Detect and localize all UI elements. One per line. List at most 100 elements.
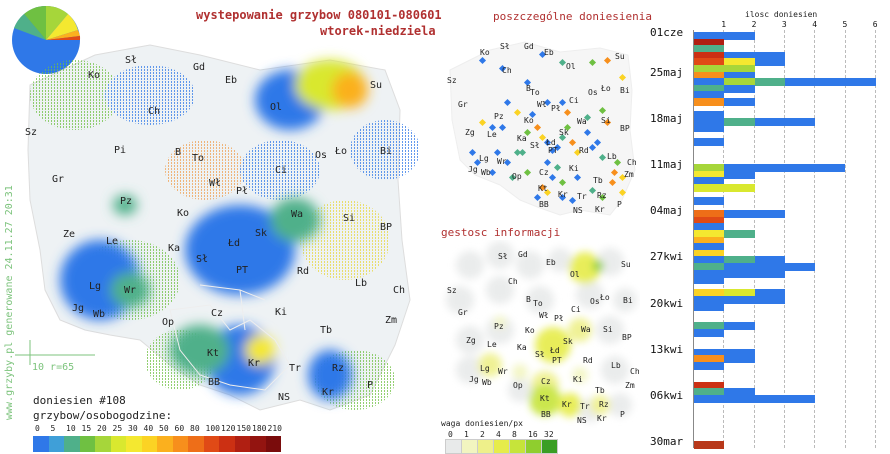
reports-count: doniesien #108 bbox=[33, 394, 126, 407]
city-label: Kr bbox=[322, 387, 335, 398]
city-label: Rz bbox=[332, 363, 345, 374]
city-label: Pz bbox=[120, 196, 133, 207]
city-label: Si bbox=[603, 325, 613, 334]
timeline-bar-segment bbox=[694, 395, 725, 403]
legend-value: 0 bbox=[35, 424, 40, 433]
city-label: Rd bbox=[583, 356, 593, 365]
city-label: Wr bbox=[124, 285, 137, 296]
city-label: Le bbox=[487, 340, 497, 349]
timeline-bar-segment bbox=[724, 322, 755, 331]
timeline-bar-segment bbox=[694, 111, 725, 120]
timeline-bar-segment bbox=[694, 302, 725, 311]
city-label: To bbox=[192, 153, 205, 164]
timeline-bar-segment bbox=[694, 98, 725, 106]
timeline-date-label: 13kwi bbox=[650, 342, 684, 356]
density-legend-value: 1 bbox=[464, 430, 469, 439]
legend-value: 30 bbox=[128, 424, 138, 433]
legend-value: 80 bbox=[190, 424, 200, 433]
timeline-tick: 4 bbox=[812, 20, 818, 29]
city-label: Tr bbox=[577, 192, 587, 201]
generated-watermark: www.grzyby.pl generowane 24.11.27 20:31 bbox=[4, 185, 15, 420]
timeline-bar-segment bbox=[724, 348, 755, 357]
city-label: Ch bbox=[508, 277, 518, 286]
points-map-title: poszczególne doniesienia bbox=[493, 10, 652, 23]
city-label: Pł bbox=[554, 314, 564, 323]
city-label: Ko bbox=[88, 70, 101, 81]
density-legend-swatch bbox=[477, 439, 494, 454]
city-label: Bi bbox=[620, 86, 630, 95]
timeline-bar-segment bbox=[724, 289, 755, 298]
timeline-bar-segment bbox=[694, 78, 725, 87]
city-label: Łd bbox=[550, 346, 560, 355]
city-label: Bi bbox=[380, 146, 393, 157]
city-label: BB bbox=[541, 410, 551, 419]
city-label: Kr bbox=[595, 205, 605, 214]
legend-value: 210 bbox=[267, 424, 282, 433]
density-legend-value: 0 bbox=[448, 430, 453, 439]
city-label: Lb bbox=[611, 361, 621, 370]
legend-value: 25 bbox=[112, 424, 123, 433]
timeline-bar-segment bbox=[754, 58, 785, 67]
timeline-bar-segment bbox=[694, 348, 725, 357]
city-label: Ka bbox=[517, 343, 527, 352]
timeline-bar-segment bbox=[754, 256, 785, 265]
map-subtitle: wtorek-niedziela bbox=[320, 24, 436, 38]
city-label: Pł bbox=[236, 186, 249, 197]
timeline-date-label: 25maj bbox=[650, 65, 684, 79]
city-label: Rd bbox=[579, 146, 589, 155]
timeline-date-label: 06kwi bbox=[650, 389, 684, 402]
timeline-gridline bbox=[783, 30, 785, 448]
density-legend-value: 32 bbox=[544, 430, 554, 439]
timeline-bar-segment bbox=[694, 51, 725, 60]
city-label: BP bbox=[380, 222, 393, 233]
timeline-bar-segment bbox=[754, 289, 785, 298]
timeline-bar-segment bbox=[694, 32, 725, 40]
city-label: Pł bbox=[551, 104, 561, 113]
legend-swatch bbox=[95, 436, 111, 452]
city-label: Kr bbox=[558, 190, 568, 199]
city-label: Zm bbox=[385, 315, 398, 326]
city-label: Tr bbox=[289, 363, 302, 374]
density-map bbox=[446, 241, 637, 422]
city-label: PT bbox=[548, 146, 558, 155]
timeline-axis bbox=[693, 30, 694, 448]
legend-value: 100 bbox=[205, 424, 220, 433]
city-label: Op bbox=[513, 381, 523, 390]
city-label: Wb bbox=[93, 309, 106, 320]
pie-chart-icon bbox=[12, 5, 81, 74]
city-label: Ki bbox=[569, 164, 579, 173]
city-label: Kt bbox=[538, 184, 548, 193]
city-label: Wł bbox=[537, 100, 547, 109]
city-label: Ko bbox=[525, 326, 535, 335]
city-label: Ze bbox=[63, 229, 76, 240]
timeline-bar-segment bbox=[694, 388, 725, 397]
timeline-bar-segment bbox=[694, 381, 725, 390]
timeline-bar-segment bbox=[694, 91, 725, 100]
timeline-bar-segment bbox=[694, 84, 725, 93]
city-label: Wr bbox=[498, 367, 508, 376]
legend-swatch bbox=[172, 436, 188, 452]
city-label: Kt bbox=[207, 348, 220, 359]
city-label: Ol bbox=[270, 102, 283, 113]
timeline-bar-segment bbox=[694, 230, 725, 238]
timeline-bar-segment bbox=[694, 124, 725, 133]
city-label: Si bbox=[601, 116, 611, 125]
timeline-bar-segment bbox=[694, 322, 725, 331]
city-label: Zg bbox=[465, 128, 475, 137]
timeline-gridline bbox=[874, 30, 876, 448]
city-label: Tb bbox=[320, 325, 333, 336]
city-label: Pz bbox=[494, 322, 504, 331]
timeline-bar-segment bbox=[694, 329, 725, 337]
legend-value: 20 bbox=[97, 424, 107, 433]
city-label: Sz bbox=[447, 286, 457, 295]
timeline-bar-segment bbox=[694, 289, 725, 298]
city-label: Kr bbox=[562, 400, 572, 409]
legend-swatch bbox=[79, 436, 95, 452]
legend-value: 10 bbox=[66, 424, 76, 433]
legend-swatch bbox=[48, 436, 64, 452]
legend-swatch bbox=[250, 436, 266, 452]
timeline-bar-segment bbox=[724, 210, 785, 219]
legend-value: 60 bbox=[174, 424, 185, 433]
city-label: Kt bbox=[540, 394, 550, 403]
timeline-bar-segment bbox=[694, 183, 755, 192]
